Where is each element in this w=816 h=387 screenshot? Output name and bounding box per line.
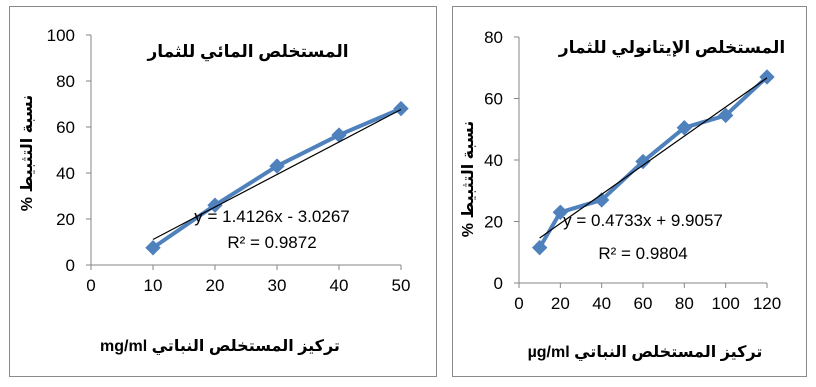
axes [90, 35, 401, 266]
chart-panel-aqueous: المستخلص المائي للثمار نسبة التثبيط % تر… [9, 6, 437, 377]
trendline [539, 77, 768, 239]
trendline-equation: y = 1.4126x - 3.0267 [194, 207, 349, 226]
x-tick-label: 60 [634, 294, 653, 313]
x-tick-label: 0 [514, 294, 523, 313]
y-tick-label: 100 [47, 26, 75, 45]
y-tick-label: 60 [56, 118, 75, 137]
trendline-line [152, 108, 402, 241]
y-tick-label: 80 [56, 72, 75, 91]
x-tick-label: 20 [206, 276, 225, 295]
data-point-marker [717, 107, 734, 124]
trendline-r-squared: R² = 0.9804 [598, 244, 687, 263]
chart-aqueous-svg: المستخلص المائي للثمار نسبة التثبيط % تر… [19, 26, 411, 356]
chart-panel-ethanolic: المستخلص الإيتانولي للثمار نسبة التثبيط … [452, 6, 807, 377]
trendline-r-squared: R² = 0.9872 [227, 233, 316, 252]
data-point-marker [145, 240, 161, 256]
y-axis-label: نسبة التثبيط % [460, 121, 477, 237]
tick-labels: 0 20 40 60 80 0 20 40 60 80 100 120 [484, 28, 781, 313]
tick-labels: 0 20 40 60 80 100 0 10 20 30 40 50 [47, 26, 411, 295]
x-tick-label: 20 [551, 294, 570, 313]
data-point-marker [552, 204, 569, 220]
data-series [145, 100, 409, 256]
x-tick-label: 50 [392, 276, 411, 295]
x-tick-label: 120 [753, 294, 781, 313]
x-tick-label: 40 [592, 294, 611, 313]
trendline-equation: y = 0.4733x + 9.9057 [563, 211, 723, 230]
data-point-marker [531, 239, 548, 256]
x-axis-label: تركيز المستخلص النباتي mg/ml [100, 338, 340, 356]
data-point-marker [269, 158, 285, 174]
y-tick-label: 20 [484, 213, 503, 232]
trendline-line [539, 77, 768, 239]
data-point-marker [635, 153, 651, 170]
data-point-marker [676, 120, 693, 136]
chart-ethanolic-svg: المستخلص الإيتانولي للثمار نسبة التثبيط … [460, 28, 785, 362]
x-tick-label: 40 [330, 276, 349, 295]
y-tick-label: 60 [484, 90, 503, 109]
x-tick-label: 10 [144, 276, 163, 295]
x-tick-label: 100 [711, 294, 739, 313]
y-tick-label: 80 [484, 28, 503, 47]
y-tick-label: 40 [484, 151, 503, 170]
y-tick-label: 40 [56, 164, 75, 183]
x-tick-label: 30 [268, 276, 287, 295]
chart-title: المستخلص الإيتانولي للثمار [558, 38, 785, 58]
chart-title: المستخلص المائي للثمار [146, 42, 348, 62]
y-tick-label: 0 [494, 274, 503, 293]
x-axis-label: تركيز المستخلص النباتي µg/ml [528, 344, 763, 362]
x-tick-label: 0 [86, 276, 95, 295]
trendline [152, 108, 402, 241]
x-tick-label: 80 [675, 294, 694, 313]
data-point-marker [393, 100, 409, 117]
y-tick-label: 20 [56, 210, 75, 229]
y-tick-label: 0 [66, 256, 75, 275]
y-axis-label: نسبة التثبيط % [19, 95, 36, 211]
